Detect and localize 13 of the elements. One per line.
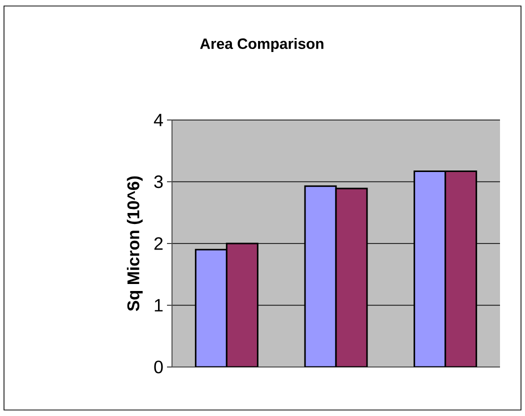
y-tick-label: 0 bbox=[154, 360, 163, 374]
chart-title: Area Comparison bbox=[200, 38, 324, 52]
bar bbox=[444, 170, 478, 367]
bar bbox=[335, 188, 368, 367]
y-tick-label: 1 bbox=[154, 299, 163, 312]
bar bbox=[414, 170, 446, 367]
bar bbox=[194, 248, 228, 367]
y-tick-label: 3 bbox=[154, 175, 163, 188]
y-tick-label: 2 bbox=[154, 237, 163, 250]
y-axis-title: Sq Micron (10^6) bbox=[126, 176, 143, 312]
y-tick-label: 4 bbox=[154, 114, 163, 126]
bar bbox=[226, 242, 258, 367]
bar bbox=[304, 185, 337, 367]
